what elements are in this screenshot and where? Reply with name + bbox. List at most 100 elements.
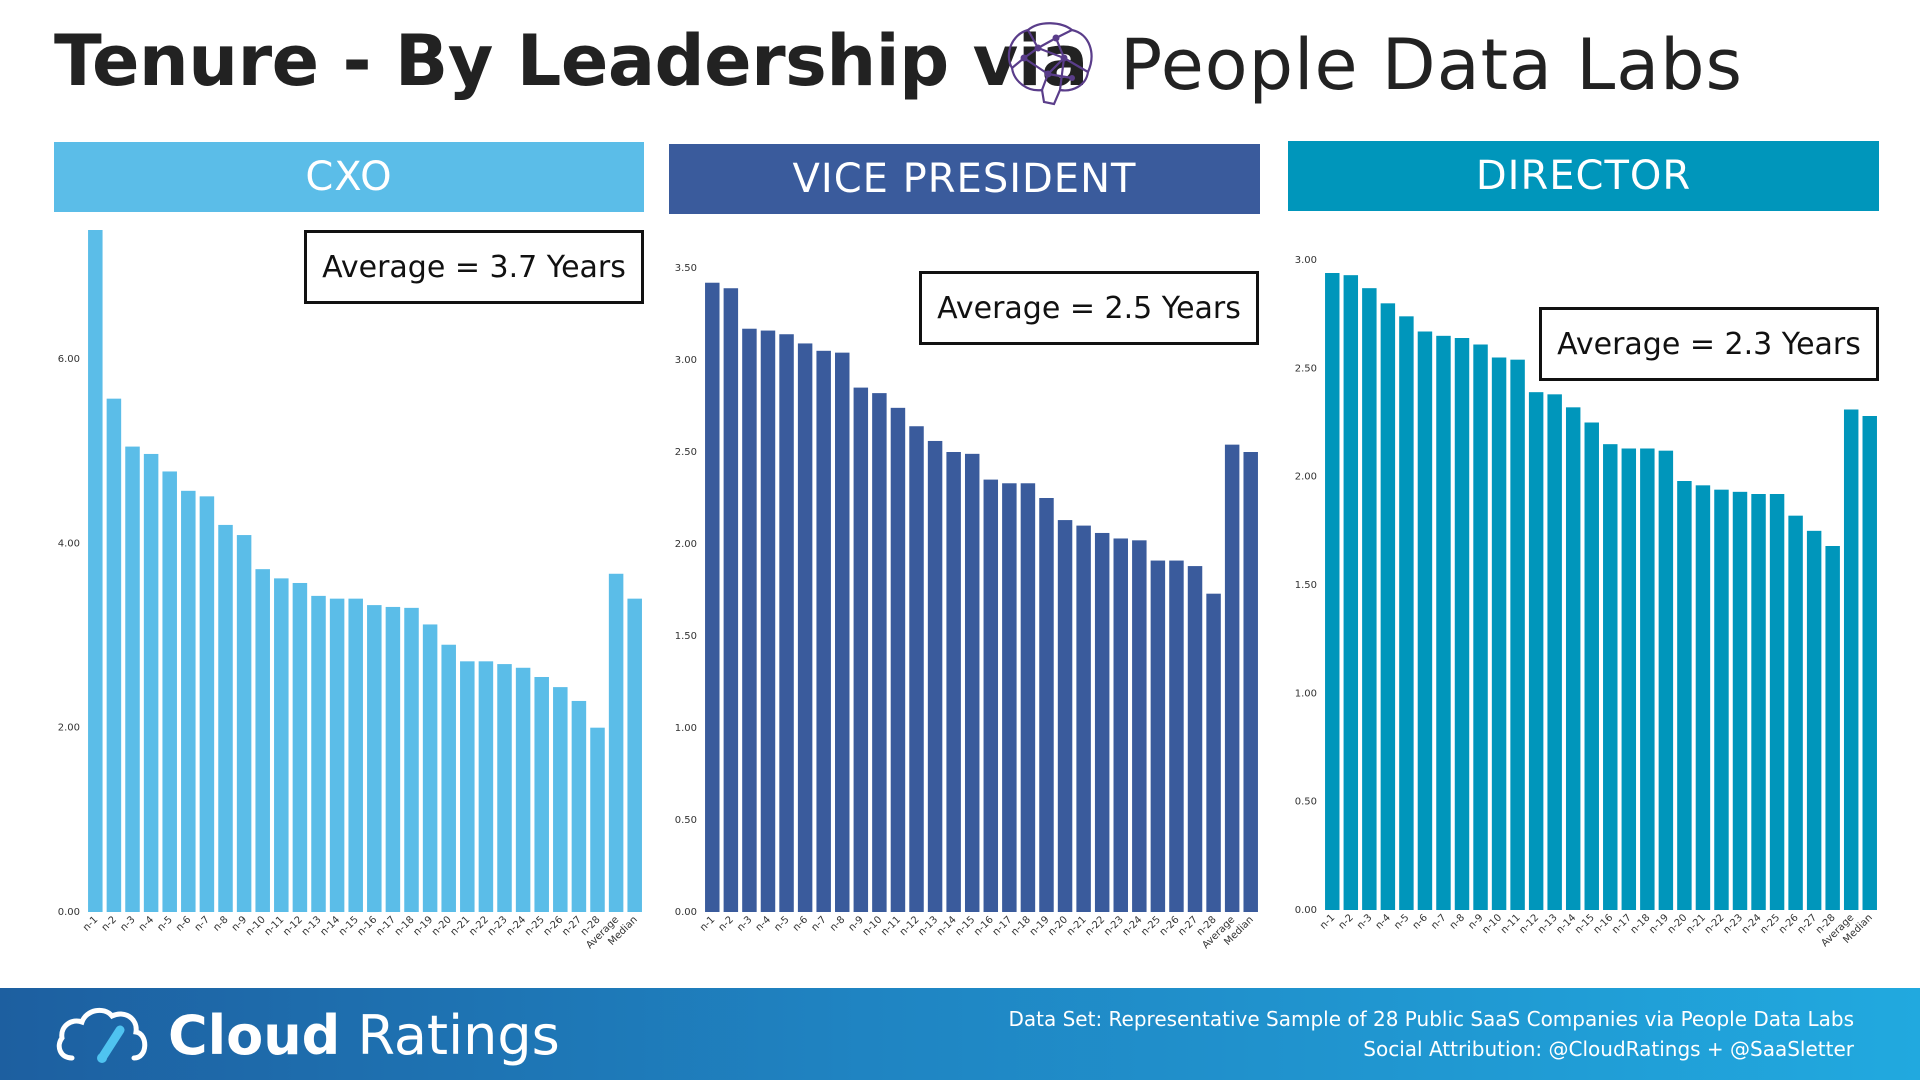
bar-n-5 xyxy=(1399,316,1414,911)
bar-n-25 xyxy=(534,676,549,912)
x-tick-label: n-6 xyxy=(791,914,810,933)
x-tick-label: n-21 xyxy=(449,914,473,938)
x-tick-label: n-22 xyxy=(467,914,491,938)
bar-n-23 xyxy=(497,664,512,912)
x-tick-label: n-17 xyxy=(374,914,398,938)
bar-n-11 xyxy=(274,578,289,912)
bar-n-28 xyxy=(1206,593,1221,912)
x-tick-label: n-13 xyxy=(1536,912,1560,936)
bar-n-12 xyxy=(909,426,924,912)
x-tick-label: n-3 xyxy=(1355,912,1374,931)
x-tick-label: n-16 xyxy=(1592,912,1616,936)
x-tick-label: n-27 xyxy=(560,914,584,938)
y-tick-label: 0.50 xyxy=(1295,797,1317,808)
bar-n-16 xyxy=(367,605,382,912)
bar-n-27 xyxy=(571,700,587,912)
x-tick-label: n-27 xyxy=(1795,912,1819,936)
bar-average xyxy=(1843,409,1859,910)
bar-n-1 xyxy=(88,230,103,912)
bar-n-15 xyxy=(348,598,363,912)
bar-n-2 xyxy=(723,288,739,912)
x-tick-label: n-19 xyxy=(411,914,435,938)
bar-n-6 xyxy=(1417,331,1433,910)
x-tick-label: n-19 xyxy=(1028,914,1052,938)
x-tick-label: n-23 xyxy=(486,914,510,938)
page-title: Tenure - By Leadership via xyxy=(54,20,1089,102)
bar-n-11 xyxy=(1510,359,1525,910)
bar-n-10 xyxy=(872,393,887,912)
bar-average xyxy=(608,573,624,912)
x-tick-label: n-1 xyxy=(698,914,717,933)
bar-n-12 xyxy=(292,582,308,912)
x-tick-label: n-2 xyxy=(100,914,119,933)
bar-n-17 xyxy=(1002,483,1017,912)
x-tick-label: n-11 xyxy=(1499,912,1523,936)
x-tick-label: n-4 xyxy=(1374,912,1393,931)
x-tick-label: n-26 xyxy=(1777,912,1801,936)
y-tick-label: 3.00 xyxy=(1295,255,1317,266)
bar-n-22 xyxy=(478,661,494,912)
x-tick-label: n-8 xyxy=(828,914,847,933)
bar-n-19 xyxy=(1658,450,1674,910)
bar-n-16 xyxy=(983,479,999,912)
x-tick-label: n-14 xyxy=(318,914,342,938)
bar-n-14 xyxy=(329,598,345,912)
y-tick-label: 4.00 xyxy=(58,538,80,549)
bar-n-2 xyxy=(1343,275,1359,910)
panel-header-director: DIRECTOR xyxy=(1288,141,1879,211)
bar-n-26 xyxy=(1169,560,1184,912)
bar-n-21 xyxy=(1695,485,1711,910)
panel-header-vice-president: VICE PRESIDENT xyxy=(669,144,1260,214)
bar-n-19 xyxy=(1039,498,1054,912)
x-tick-label: n-18 xyxy=(393,914,417,938)
x-tick-label: n-6 xyxy=(174,914,193,933)
x-tick-label: n-16 xyxy=(356,914,380,938)
bar-n-7 xyxy=(1436,335,1451,911)
x-tick-label: n-17 xyxy=(991,914,1015,938)
bar-n-21 xyxy=(460,661,475,912)
y-tick-label: 0.00 xyxy=(675,907,697,918)
social-attribution: Social Attribution: @CloudRatings + @Saa… xyxy=(1363,1037,1854,1061)
y-tick-label: 2.00 xyxy=(58,723,80,734)
bar-n-3 xyxy=(125,446,140,912)
bar-n-28 xyxy=(590,727,605,912)
bar-n-23 xyxy=(1732,491,1748,910)
bar-n-15 xyxy=(964,453,980,912)
x-tick-label: n-5 xyxy=(772,914,791,933)
x-tick-label: n-19 xyxy=(1647,912,1671,936)
bar-n-13 xyxy=(1547,394,1562,911)
bar-average xyxy=(1224,444,1240,912)
y-tick-label: 0.50 xyxy=(675,815,697,826)
y-tick-label: 2.50 xyxy=(675,447,697,458)
x-tick-label: n-3 xyxy=(735,914,754,933)
x-tick-label: n-15 xyxy=(337,914,361,938)
x-tick-label: n-22 xyxy=(1083,914,1107,938)
x-tick-label: n-12 xyxy=(1517,912,1541,936)
cloud-ratings-brand: Cloud Ratings xyxy=(168,1004,560,1067)
bar-n-24 xyxy=(515,667,531,912)
y-tick-label: 3.00 xyxy=(675,355,697,366)
x-tick-label: n-15 xyxy=(1573,912,1597,936)
brain-network-icon xyxy=(1007,22,1093,106)
y-tick-label: 1.50 xyxy=(675,631,697,642)
bar-n-7 xyxy=(816,350,831,912)
y-tick-label: 0.00 xyxy=(58,907,80,918)
x-tick-label: n-7 xyxy=(1429,912,1448,931)
bar-n-3 xyxy=(742,328,757,913)
x-tick-label: n-24 xyxy=(1740,912,1764,936)
bar-n-18 xyxy=(1640,448,1655,910)
bar-n-6 xyxy=(181,490,196,912)
x-tick-label: n-16 xyxy=(972,914,996,938)
bar-n-4 xyxy=(760,330,776,912)
x-tick-label: n-14 xyxy=(1555,912,1579,936)
average-annotation-director: Average = 2.3 Years xyxy=(1539,307,1879,381)
bar-n-4 xyxy=(1380,303,1396,911)
x-tick-label: n-21 xyxy=(1065,914,1089,938)
bar-n-20 xyxy=(1057,520,1073,912)
x-tick-label: n-4 xyxy=(137,914,156,933)
x-tick-label: n-14 xyxy=(935,914,959,938)
average-annotation-vice-president: Average = 2.5 Years xyxy=(919,271,1259,345)
x-tick-label: n-3 xyxy=(118,914,137,933)
bar-n-11 xyxy=(890,407,906,912)
